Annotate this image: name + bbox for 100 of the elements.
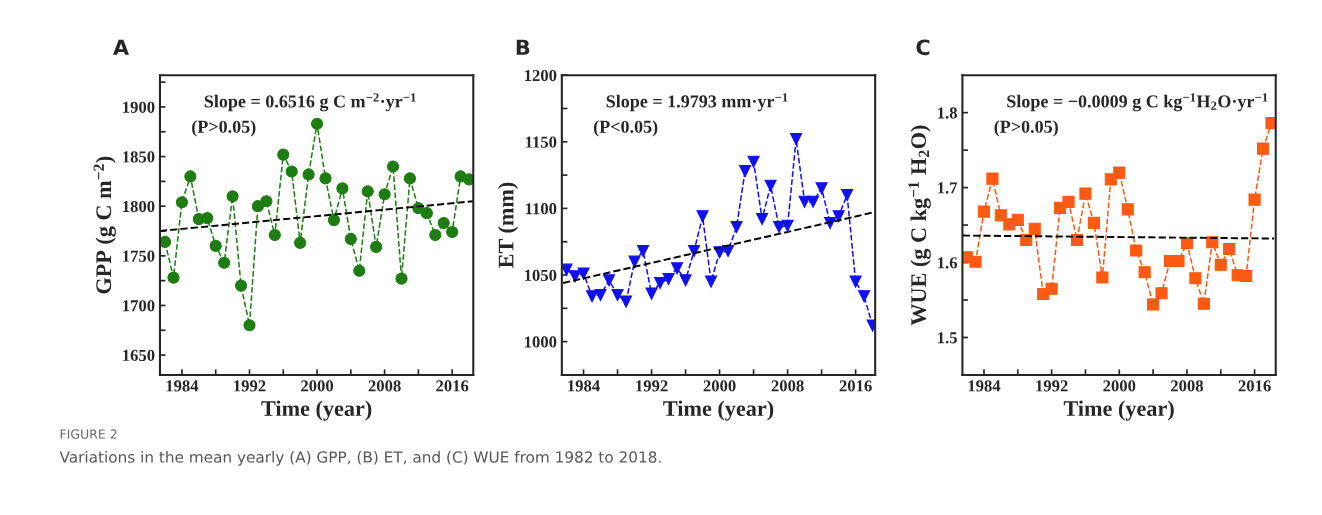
point <box>260 195 273 208</box>
point <box>773 220 786 234</box>
point <box>403 172 417 185</box>
point <box>361 185 374 198</box>
x-tick-label: 2016 <box>839 380 872 392</box>
point <box>336 182 349 195</box>
point <box>209 239 222 252</box>
point <box>841 189 854 202</box>
point <box>420 207 433 220</box>
annotation: (P>0.05) <box>192 120 256 137</box>
y-tick-label: 1150 <box>525 136 557 148</box>
y-tick-label: 1850 <box>123 151 155 163</box>
point <box>1189 272 1202 285</box>
point <box>251 200 264 213</box>
y-tick-label: 1.6 <box>938 257 958 269</box>
point <box>1113 166 1126 179</box>
point <box>1248 193 1261 206</box>
point <box>594 288 607 302</box>
y-axis-title: GPP (g C m$^{−2}$) <box>93 156 116 294</box>
y-tick-label: 1800 <box>123 200 155 213</box>
point <box>1214 258 1227 271</box>
point <box>1121 203 1134 216</box>
point <box>1256 142 1270 155</box>
point <box>1240 269 1253 283</box>
point <box>679 274 692 287</box>
y-tick-label: 1.8 <box>938 107 957 119</box>
y-tick-label: 1900 <box>123 101 155 113</box>
point <box>636 244 650 258</box>
x-tick-label: 1984 <box>568 380 600 392</box>
y-tick-label: 1050 <box>524 269 557 281</box>
point <box>1147 298 1160 311</box>
y-tick-label: 1.5 <box>938 332 957 344</box>
x-tick-label: 2008 <box>771 380 804 392</box>
point <box>437 216 450 230</box>
chart-title: B <box>516 39 530 55</box>
point <box>268 228 281 242</box>
point <box>1045 282 1058 295</box>
annotation: Slope = 1.9793 mm·yr$^{−1}$ <box>606 93 788 112</box>
x-tick-label: 1992 <box>1036 380 1068 392</box>
point <box>1011 213 1024 226</box>
point <box>568 270 582 283</box>
point <box>764 179 777 192</box>
text: Variations in the mean yearly (A) GPP, (B) ET, and (C) WUE from 1982 to 2018. <box>59 450 661 466</box>
point <box>561 263 573 276</box>
point <box>327 214 341 227</box>
point <box>378 188 391 201</box>
point <box>602 274 616 287</box>
point <box>1155 287 1168 300</box>
point <box>277 148 290 161</box>
point <box>1062 195 1075 208</box>
point <box>1087 216 1100 229</box>
point <box>167 271 180 284</box>
point <box>994 209 1007 222</box>
annotation: Slope = −0.0009 g C kg$^{−1}$H$_{2}$O·yr$^{−1}$ <box>1007 93 1268 112</box>
x-tick-label: 1984 <box>968 380 1001 392</box>
point <box>429 228 442 242</box>
point <box>234 279 248 292</box>
y-tick-label: 1000 <box>524 336 557 348</box>
annotation: (P>0.05) <box>994 120 1058 137</box>
point <box>653 276 667 290</box>
y-tick-label: 1700 <box>123 300 155 312</box>
y-tick-label: 1200 <box>524 69 557 82</box>
point <box>226 190 239 203</box>
point <box>1223 242 1236 256</box>
point <box>353 264 366 277</box>
point <box>849 275 862 288</box>
point <box>858 290 871 303</box>
point <box>1265 117 1276 130</box>
x-tick-label: 1984 <box>166 380 199 392</box>
point <box>747 155 760 168</box>
point <box>670 262 684 275</box>
point <box>696 210 709 223</box>
x-tick-label: 2008 <box>1170 380 1204 392</box>
x-axis-title: Time (year) <box>663 400 774 421</box>
point <box>184 170 197 183</box>
point <box>645 287 658 300</box>
point <box>370 240 383 253</box>
point <box>310 117 324 130</box>
x-tick-label: 2016 <box>1238 380 1271 392</box>
chart-title: A <box>113 39 129 55</box>
point <box>344 232 357 246</box>
point <box>585 290 599 303</box>
point <box>201 212 214 225</box>
point <box>739 165 752 178</box>
y-axis-title: WUE (g C kg$^{−1}$ H$_{2}$O) <box>908 125 931 326</box>
point <box>704 275 718 288</box>
point <box>294 236 307 249</box>
point <box>319 172 332 185</box>
y-axis-title: ET (mm) <box>497 182 519 268</box>
point <box>977 205 991 218</box>
point <box>611 288 624 302</box>
point <box>807 195 820 208</box>
point <box>619 295 633 308</box>
point <box>986 172 999 185</box>
point <box>302 168 315 181</box>
point <box>386 160 400 173</box>
point <box>285 165 298 178</box>
point <box>1197 297 1210 310</box>
y-tick-label: 1650 <box>123 349 155 362</box>
caption: FIGURE 2 <box>60 429 117 439</box>
